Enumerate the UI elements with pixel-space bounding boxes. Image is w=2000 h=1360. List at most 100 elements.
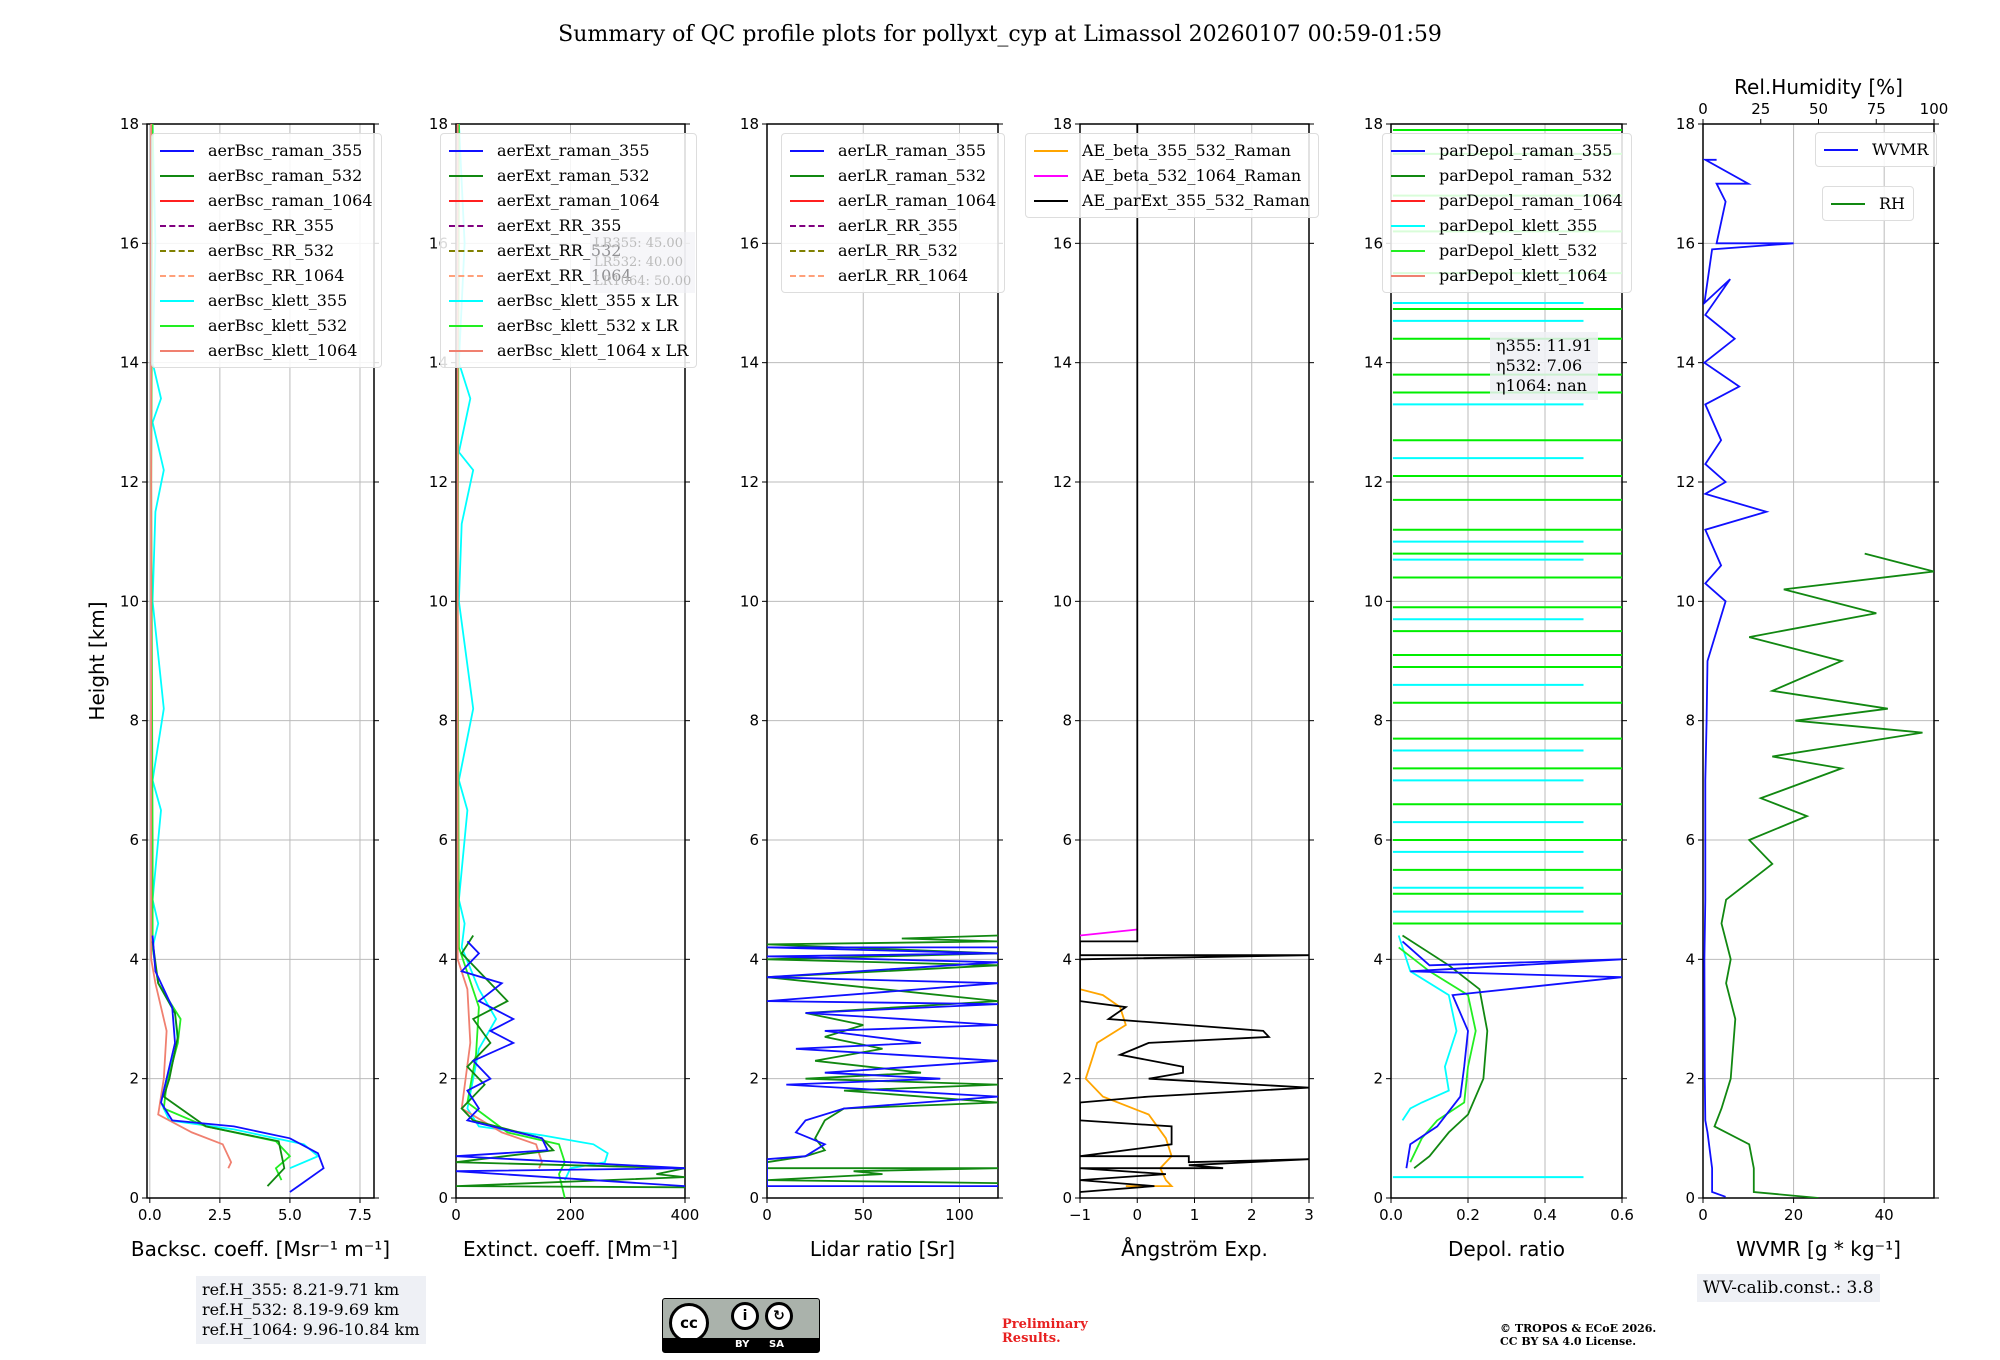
y-tick-label: 6	[1373, 831, 1383, 849]
legend-swatch	[790, 149, 824, 152]
wv-calib-box: WV-calib.const.: 3.8	[1697, 1274, 1880, 1302]
x-tick-label: 0	[1698, 1206, 1708, 1224]
legend-label: aerExt_raman_1064	[497, 191, 660, 210]
x-tick-label: 5.0	[278, 1206, 302, 1224]
legend-entry: parDepol_klett_532	[1391, 238, 1623, 263]
legend-label: aerBsc_klett_1064 x LR	[497, 341, 689, 360]
y-tick-label: 0	[749, 1189, 759, 1207]
top-x-axis-label: Rel.Humidity [%]	[1734, 75, 1903, 99]
series-line-parDepol_klett_532	[1398, 946, 1477, 1163]
eta-note-box: η355: 11.91 η532: 7.06 η1064: nan	[1490, 332, 1599, 400]
y-tick-label: 16	[1364, 234, 1383, 252]
y-tick-label: 12	[429, 473, 448, 491]
eta-1064: η1064: nan	[1496, 376, 1587, 395]
copyright-note: © TROPOS & ECoE 2026. CC BY SA 4.0 Licen…	[1500, 1322, 1656, 1348]
legend-swatch	[1034, 149, 1068, 152]
y-tick-label: 8	[1062, 712, 1072, 730]
legend-swatch	[1391, 274, 1425, 277]
legend-swatch	[449, 274, 483, 277]
y-tick-label: 2	[1062, 1070, 1072, 1088]
y-tick-label: 2	[438, 1070, 448, 1088]
axes-frame	[146, 123, 375, 1199]
legend-swatch	[1391, 199, 1425, 202]
y-tick-label: 0	[1373, 1189, 1383, 1207]
legend-entry: AE_beta_355_532_Raman	[1034, 138, 1310, 163]
y-tick-label: 10	[120, 592, 139, 610]
legend-entry: aerBsc_klett_532	[160, 313, 373, 338]
legend-swatch	[160, 274, 194, 277]
legend-label: aerBsc_klett_355	[208, 291, 348, 310]
y-tick-label: 12	[120, 473, 139, 491]
series-line-aerLR_raman_355	[767, 946, 998, 1187]
top-x-tick-label: 100	[1920, 100, 1949, 118]
legend-swatch	[449, 324, 483, 327]
y-tick-label: 16	[120, 234, 139, 252]
ref-height-1064: ref.H_1064: 9.96-10.84 km	[202, 1320, 420, 1339]
y-tick-label: 0	[129, 1189, 139, 1207]
legend-entry: aerBsc_klett_1064 x LR	[449, 338, 688, 363]
x-tick-label: 1	[1190, 1206, 1200, 1224]
y-tick-label: 14	[740, 354, 759, 372]
y-tick-label: 12	[740, 473, 759, 491]
x-tick-label: 100	[945, 1206, 974, 1224]
y-tick-label: 18	[120, 115, 139, 133]
y-tick-label: 18	[1676, 115, 1695, 133]
x-axis-label: Backsc. coeff. [Msr⁻¹ m⁻¹]	[131, 1237, 390, 1261]
lr-1064: LR1064: 50.00	[594, 274, 692, 289]
axes-frame	[766, 123, 999, 1199]
top-x-tick-label: 0	[1698, 100, 1708, 118]
legend-swatch	[160, 174, 194, 177]
x-tick-label: 20	[1784, 1206, 1803, 1224]
legend-entry: aerBsc_klett_355	[160, 288, 373, 313]
legend-entry: AE_beta_532_1064_Raman	[1034, 163, 1310, 188]
preliminary-line-1: Preliminary	[1002, 1317, 1088, 1332]
series-line-aerBsc_klett_1064	[150, 124, 233, 1169]
legend-label: aerBsc_klett_532	[208, 316, 348, 335]
series-line-AE_beta_532_1064_Raman	[1080, 928, 1138, 937]
legend-label: aerBsc_RR_355	[208, 216, 335, 235]
legend-swatch	[1824, 148, 1858, 151]
panel-3	[1075, 123, 1314, 1203]
y-tick-label: 8	[749, 712, 759, 730]
legend-entry: aerExt_raman_1064	[449, 188, 688, 213]
top-x-tick-label: 75	[1867, 100, 1886, 118]
legend-lidar-ratio: aerLR_raman_355 aerLR_raman_532 aerLR_rama…	[781, 133, 1006, 293]
x-tick-label: 2.5	[208, 1206, 232, 1224]
legend-entry: aerBsc_RR_1064	[160, 263, 373, 288]
x-axis-label: Extinct. coeff. [Mm⁻¹]	[463, 1237, 678, 1261]
y-tick-label: 10	[740, 592, 759, 610]
x-tick-label: −1	[1069, 1206, 1091, 1224]
panel-2	[762, 123, 1003, 1203]
legend-label: aerBsc_raman_532	[208, 166, 363, 185]
y-tick-label: 16	[1676, 234, 1695, 252]
legend-entry: aerBsc_RR_532	[160, 238, 373, 263]
legend-swatch	[449, 174, 483, 177]
top-x-tick-label: 50	[1809, 100, 1828, 118]
legend-entry: WVMR	[1824, 137, 1928, 162]
legend-label: aerBsc_raman_1064	[208, 191, 373, 210]
cc-sa-label: SA	[769, 1339, 784, 1350]
x-tick-label: 0	[1132, 1206, 1142, 1224]
legend-label: WVMR	[1872, 140, 1929, 159]
legend-swatch	[449, 249, 483, 252]
legend-rh: RH	[1822, 186, 1914, 221]
legend-depol: parDepol_raman_355 parDepol_raman_532 parD…	[1382, 133, 1632, 293]
legend-label: aerBsc_raman_355	[208, 141, 363, 160]
eta-355: η355: 11.91	[1496, 336, 1593, 355]
legend-entry: aerExt_raman_532	[449, 163, 688, 188]
y-tick-label: 12	[1676, 473, 1695, 491]
legend-entry: aerLR_raman_355	[790, 138, 996, 163]
legend-label: aerLR_RR_1064	[838, 266, 969, 285]
y-tick-label: 4	[749, 950, 759, 968]
legend-swatch	[449, 224, 483, 227]
legend-label: RH	[1879, 194, 1905, 213]
legend-swatch	[1034, 199, 1068, 202]
legend-label: parDepol_raman_1064	[1439, 191, 1623, 210]
legend-label: aerExt_raman_532	[497, 166, 650, 185]
y-tick-label: 8	[1373, 712, 1383, 730]
series-line-parDepol_raman_355	[1401, 940, 1622, 1169]
legend-label: parDepol_klett_1064	[1439, 266, 1608, 285]
series-line-aerLR_raman_532	[767, 934, 998, 1184]
legend-entry: aerLR_RR_1064	[790, 263, 996, 288]
ref-height-355: ref.H_355: 8.21-9.71 km	[202, 1280, 400, 1299]
